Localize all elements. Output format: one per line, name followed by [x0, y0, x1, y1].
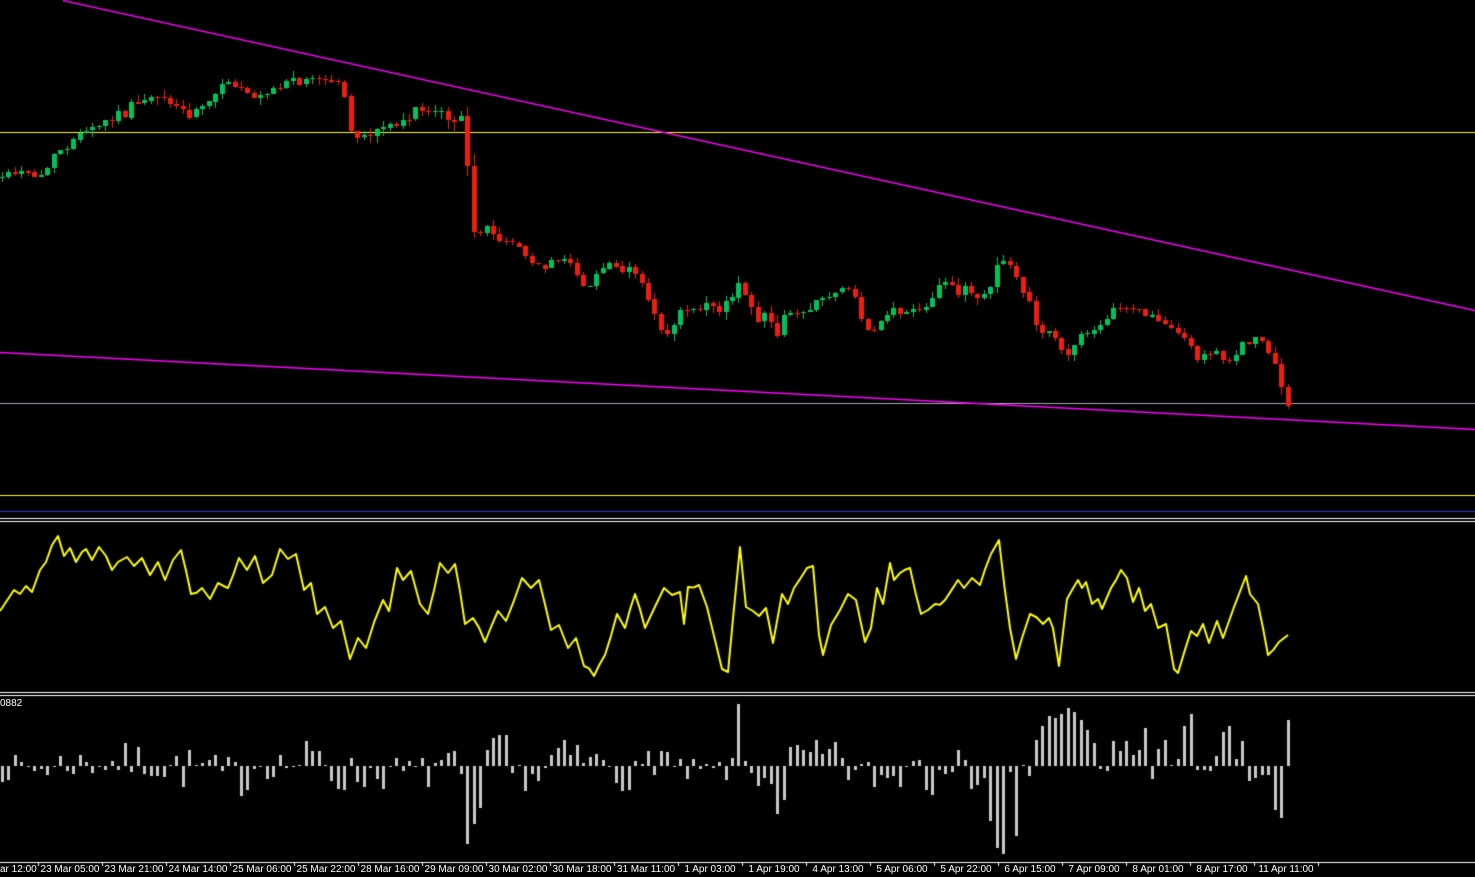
time-axis-label: 23 Mar 05:00: [40, 864, 100, 875]
histogram-value-label: 0882: [0, 698, 23, 709]
time-axis-label: 24 Mar 14:00: [168, 864, 228, 875]
time-axis-label: 25 Mar 06:00: [232, 864, 292, 875]
time-axis-label: 5 Apr 22:00: [940, 864, 992, 875]
time-axis-label: 25 Mar 22:00: [296, 864, 356, 875]
time-axis-label: 1 Apr 19:00: [748, 864, 800, 875]
time-axis-label: 8 Apr 01:00: [1132, 864, 1184, 875]
time-axis-label: 29 Mar 09:00: [424, 864, 484, 875]
time-axis-label: 30 Mar 18:00: [552, 864, 612, 875]
time-axis-label: 8 Apr 17:00: [1196, 864, 1248, 875]
time-axis-label: 23 Mar 21:00: [104, 864, 164, 875]
time-axis-label: 4 Apr 13:00: [812, 864, 864, 875]
time-axis-label: 11 Apr 11:00: [1258, 864, 1314, 875]
time-axis-label: ar 12:00: [0, 864, 37, 875]
time-axis-label: 31 Mar 11:00: [616, 864, 676, 875]
time-axis-label: 5 Apr 06:00: [876, 864, 928, 875]
time-axis-label: 6 Apr 15:00: [1004, 864, 1056, 875]
time-axis-label: 30 Mar 02:00: [488, 864, 548, 875]
time-axis-label: 1 Apr 03:00: [684, 864, 736, 875]
time-axis-label: 7 Apr 09:00: [1068, 864, 1120, 875]
time-axis[interactable]: ar 12:00 23 Mar 05:00 23 Mar 21:00 24 Mar 1…: [0, 864, 1475, 877]
time-axis-label: 28 Mar 16:00: [360, 864, 420, 875]
